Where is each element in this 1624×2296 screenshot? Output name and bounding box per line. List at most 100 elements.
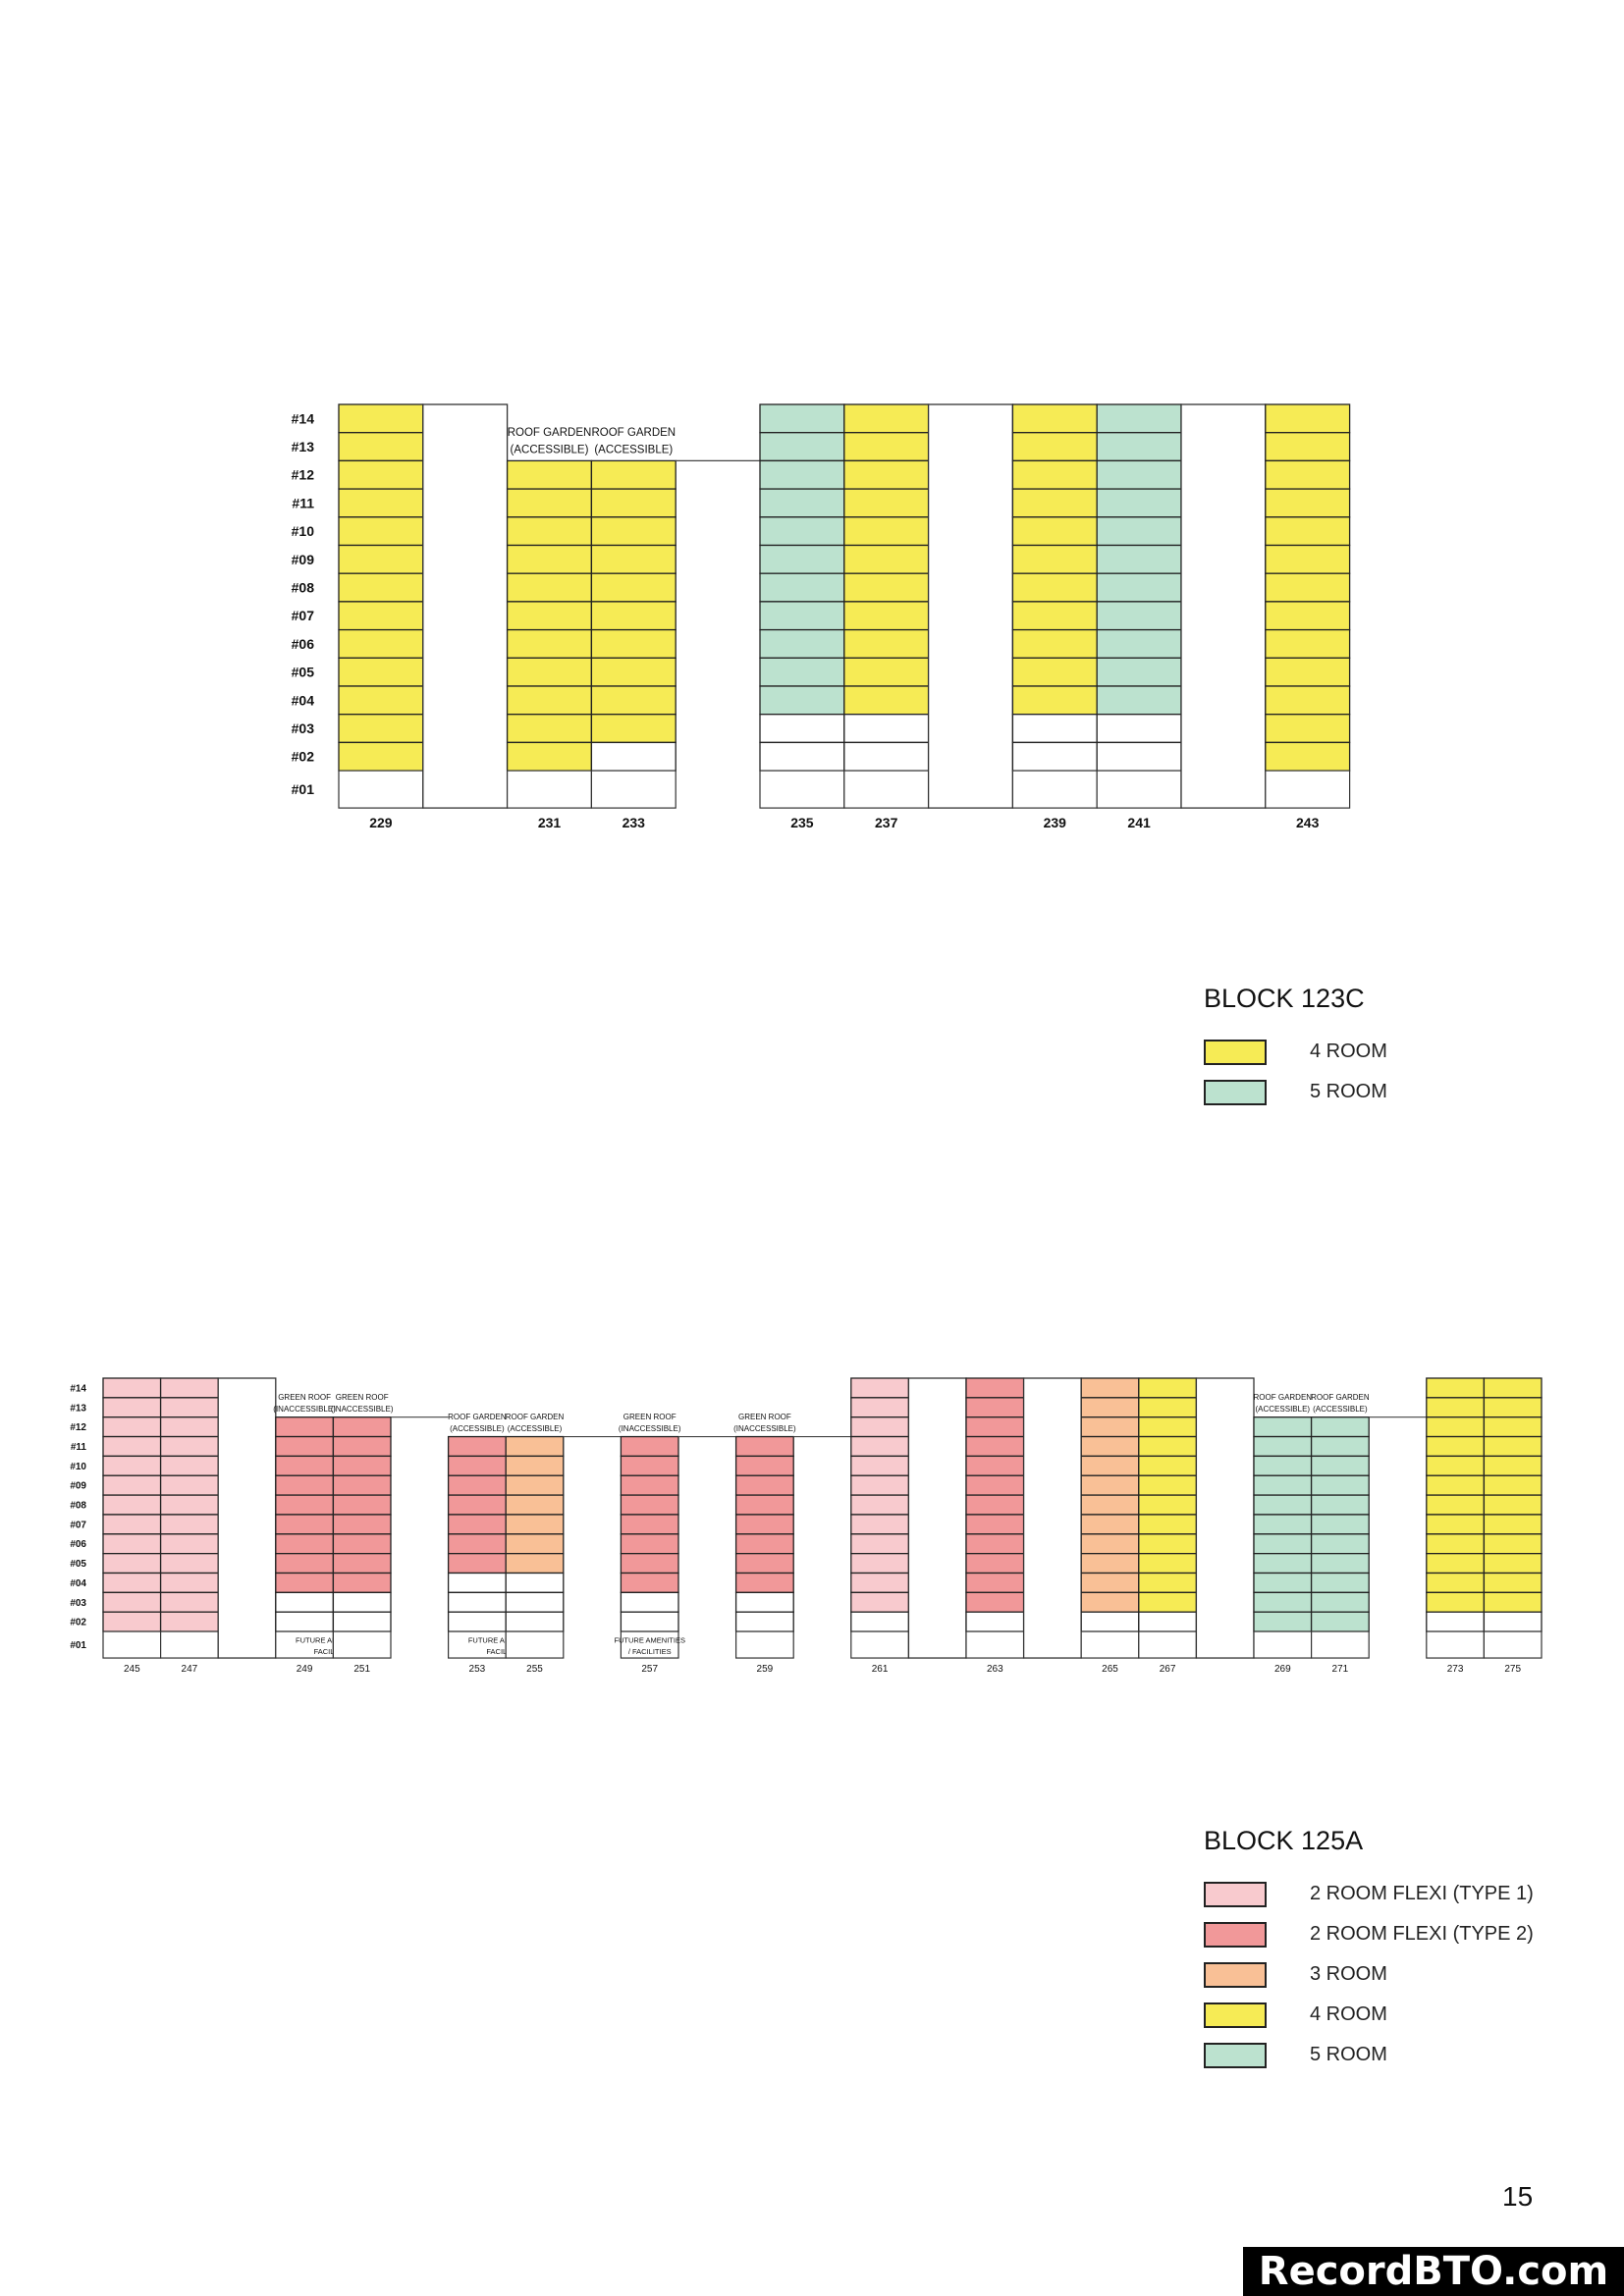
unit-cell (506, 516, 593, 547)
unit-cell (159, 1377, 219, 1399)
unit-cell (734, 1514, 794, 1535)
unit-cell (843, 516, 930, 547)
unit-cell (1310, 1572, 1370, 1594)
unit-cell (843, 403, 930, 434)
unit-cell (1265, 714, 1351, 744)
unit-cell (1310, 1591, 1370, 1613)
unit-cell (590, 685, 677, 716)
unit-cell (620, 1514, 679, 1535)
unit-cell (965, 1591, 1025, 1613)
ground-floor-label: / FACILITIES (628, 1647, 672, 1656)
unit-number-label: 237 (875, 815, 898, 830)
unit-cell (102, 1474, 162, 1496)
unit-cell (1080, 1455, 1140, 1476)
ground-floor-cell (1265, 770, 1351, 809)
ground-floor-cell (843, 770, 930, 809)
lift-core (1022, 1377, 1082, 1659)
unit-cell (1138, 1553, 1198, 1575)
unit-number-label: 231 (538, 815, 562, 830)
unit-cell (850, 1377, 910, 1399)
unit-number-label: 259 (757, 1664, 774, 1675)
unit-cell (1096, 601, 1182, 631)
floor-label: #03 (292, 721, 315, 736)
unit-cell (102, 1591, 162, 1613)
floor-label: #09 (70, 1481, 86, 1492)
unit-cell (759, 601, 845, 631)
legend-item: 4 ROOM (1204, 1995, 1534, 2035)
unit-number-label: 273 (1447, 1664, 1464, 1675)
unit-cell (338, 741, 424, 772)
ground-floor-cell (1096, 770, 1182, 809)
unit-cell (332, 1416, 392, 1438)
unit-number-label: 263 (987, 1664, 1003, 1675)
unit-cell (759, 628, 845, 659)
unit-number-label: 269 (1274, 1664, 1291, 1675)
roof-label: (ACCESSIBLE) (511, 444, 589, 455)
roof-label: GREEN ROOF (336, 1393, 389, 1402)
unit-cell (447, 1435, 507, 1458)
unit-cell (1483, 1572, 1543, 1594)
unit-cell (159, 1514, 219, 1535)
legend-block-125a: BLOCK 125A 2 ROOM FLEXI (TYPE 1) 2 ROOM F… (1204, 1826, 1534, 2075)
floor-label: #11 (71, 1442, 87, 1453)
unit-cell (850, 1416, 910, 1438)
empty-cell (965, 1611, 1025, 1632)
unit-cell (1265, 601, 1351, 631)
unit-cell (1080, 1553, 1140, 1575)
unit-cell (965, 1494, 1025, 1516)
legend-swatch (1204, 1039, 1267, 1065)
floor-label: #06 (70, 1539, 86, 1550)
unit-cell (590, 459, 677, 490)
unit-cell (1011, 628, 1098, 659)
unit-cell (1310, 1494, 1370, 1516)
empty-cell (447, 1611, 507, 1632)
unit-cell (1096, 403, 1182, 434)
unit-cell (1138, 1474, 1198, 1496)
unit-cell (965, 1553, 1025, 1575)
unit-cell (1426, 1553, 1486, 1575)
unit-cell (965, 1397, 1025, 1418)
unit-cell (1265, 516, 1351, 547)
unit-cell (1426, 1397, 1486, 1418)
unit-cell (159, 1474, 219, 1496)
unit-cell (965, 1416, 1025, 1438)
empty-cell (1483, 1611, 1543, 1632)
unit-cell (505, 1553, 565, 1575)
unit-cell (850, 1591, 910, 1613)
unit-cell (843, 459, 930, 490)
empty-cell (1138, 1611, 1198, 1632)
empty-cell (734, 1591, 794, 1613)
unit-number-label: 245 (124, 1664, 140, 1675)
unit-cell (1011, 432, 1098, 462)
ground-floor-cell (1138, 1630, 1198, 1659)
unit-cell (965, 1533, 1025, 1555)
floor-label: #14 (292, 410, 315, 426)
unit-cell (1483, 1435, 1543, 1458)
unit-cell (275, 1533, 335, 1555)
unit-cell (590, 628, 677, 659)
unit-cell (447, 1553, 507, 1575)
unit-number-label: 253 (469, 1664, 486, 1675)
empty-cell (734, 1611, 794, 1632)
lift-core (1195, 1377, 1255, 1659)
ground-floor-cell (1310, 1630, 1370, 1659)
unit-cell (506, 601, 593, 631)
unit-cell (759, 403, 845, 434)
unit-cell (1265, 459, 1351, 490)
unit-cell (734, 1553, 794, 1575)
unit-cell (1096, 488, 1182, 518)
unit-cell (447, 1494, 507, 1516)
unit-cell (965, 1572, 1025, 1594)
unit-cell (506, 488, 593, 518)
unit-cell (159, 1553, 219, 1575)
unit-cell (102, 1455, 162, 1476)
unit-cell (843, 488, 930, 518)
unit-cell (1253, 1494, 1313, 1516)
unit-cell (850, 1494, 910, 1516)
floor-label: #14 (70, 1383, 86, 1394)
floor-label: #12 (70, 1422, 86, 1433)
unit-number-label: 239 (1044, 815, 1067, 830)
unit-cell (1483, 1474, 1543, 1496)
legend-swatch (1204, 2042, 1267, 2068)
unit-cell (1483, 1591, 1543, 1613)
